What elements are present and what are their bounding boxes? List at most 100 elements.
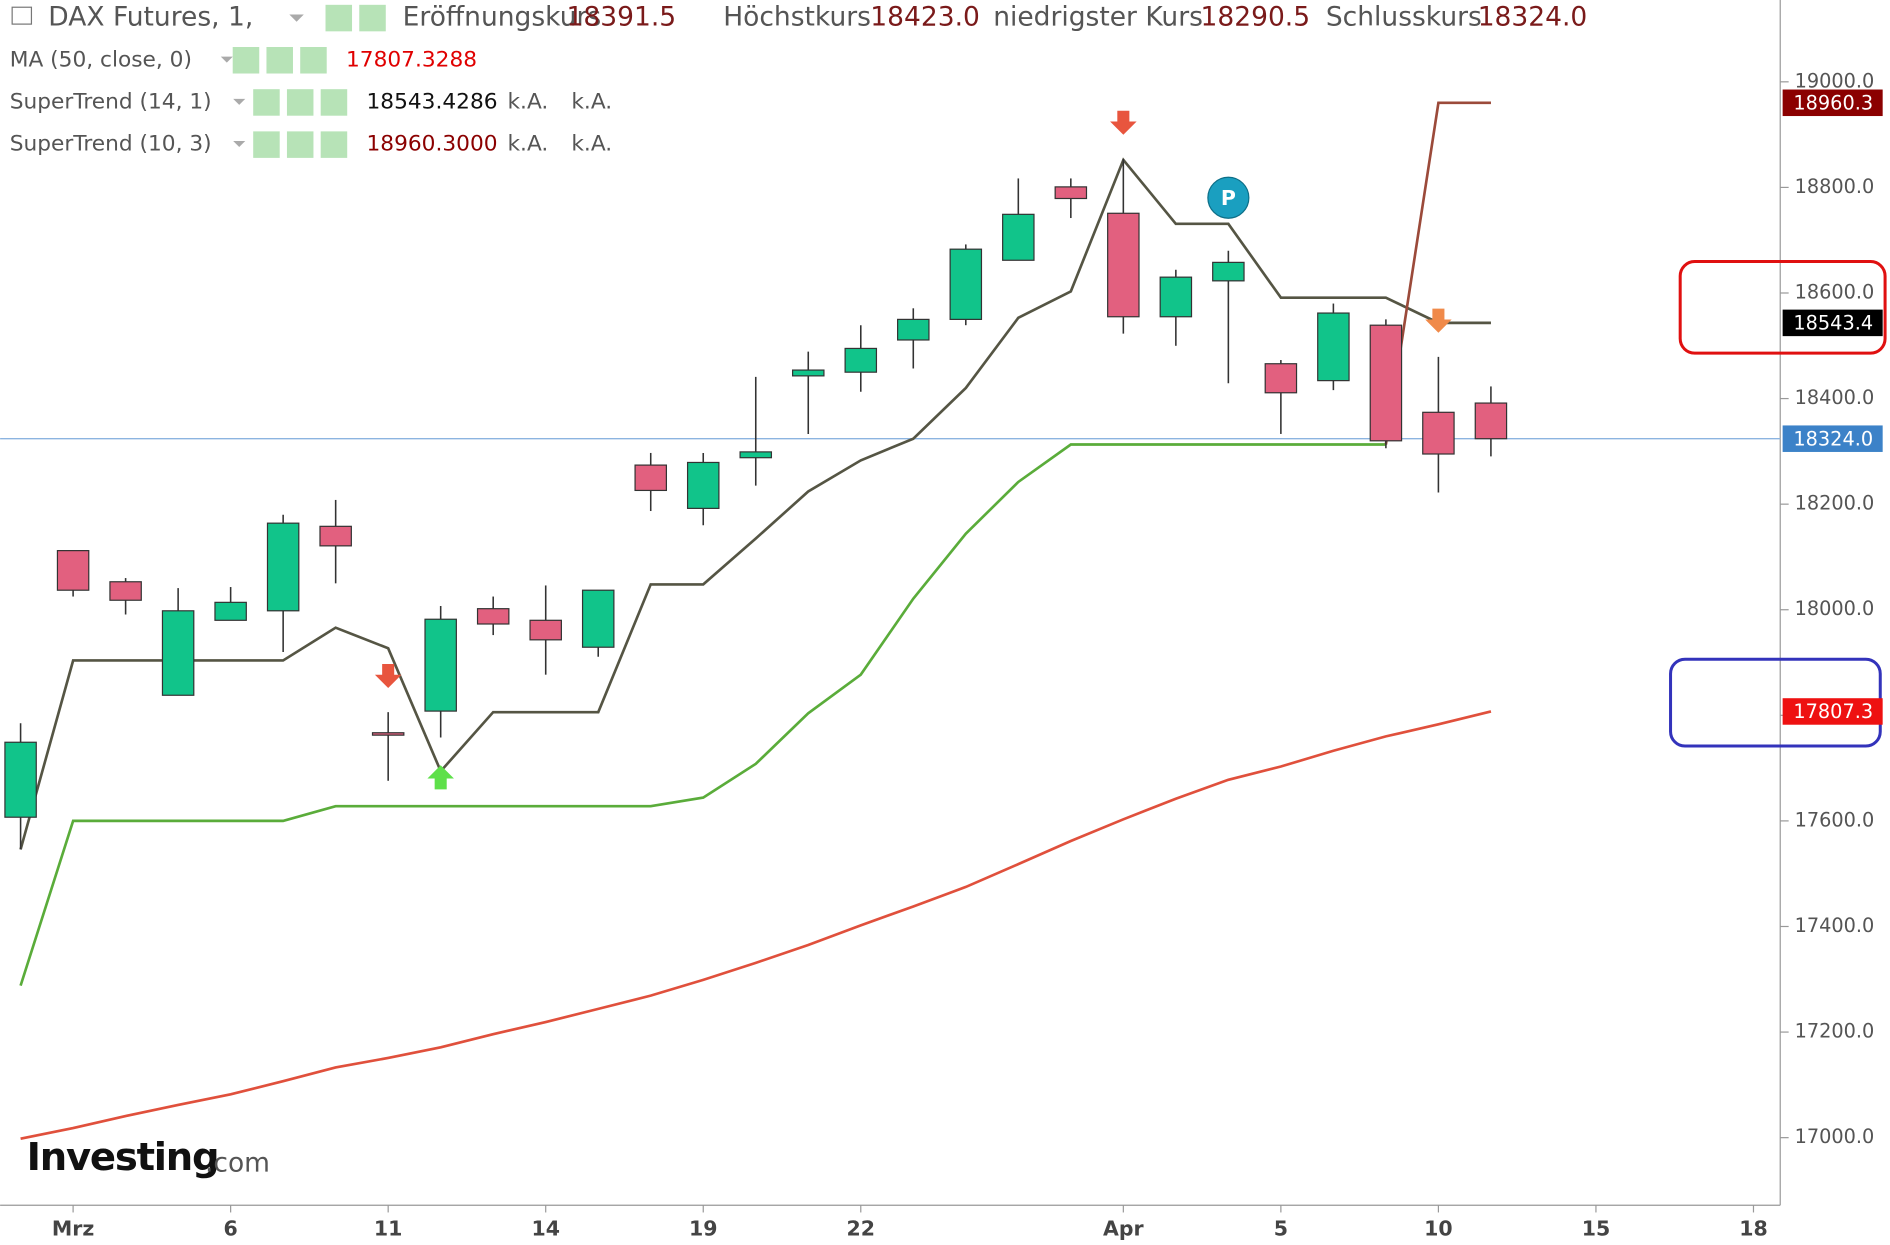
- candle-body: [1054, 186, 1088, 200]
- annotation-text: P: [1221, 186, 1236, 210]
- candle-body: [1317, 312, 1350, 382]
- signal-arrow: [1425, 308, 1452, 333]
- price-tag-label: 18543.4: [1793, 312, 1873, 335]
- header-value: 18423.0: [870, 2, 980, 33]
- icon[interactable]: [320, 89, 348, 116]
- header-label: Eröffnungskurs: [403, 2, 602, 33]
- legend-value: 18543.4286: [366, 89, 497, 114]
- x-tick-label: 19: [689, 1216, 717, 1240]
- candle-body: [1002, 213, 1035, 261]
- header-value: 18324.0: [1478, 2, 1588, 33]
- header-label: Höchstkurs: [723, 2, 871, 33]
- caret[interactable]: [233, 141, 246, 148]
- indicator-line: [19, 443, 1386, 987]
- candle-body: [844, 347, 878, 373]
- price-tag: [1782, 425, 1883, 452]
- candle-body: [791, 369, 825, 377]
- icon[interactable]: [266, 47, 293, 74]
- x-tick-label: Mrz: [52, 1216, 94, 1240]
- y-tick-label: 18000.0: [1795, 597, 1875, 620]
- candle-body: [476, 608, 510, 625]
- legend-name: SuperTrend (14, 1): [10, 89, 212, 114]
- candle-body: [897, 318, 930, 341]
- icon[interactable]: [300, 47, 327, 74]
- candle-body: [109, 581, 142, 601]
- x-tick-label: 10: [1424, 1216, 1452, 1240]
- icon[interactable]: [232, 47, 260, 74]
- header-value: 18290.5: [1201, 2, 1311, 33]
- price-tag-label: 18324.0: [1793, 427, 1873, 450]
- highlight-box: [1678, 260, 1887, 355]
- candle-body: [319, 525, 352, 547]
- header-label: niedrigster Kurs: [993, 2, 1203, 33]
- legend-extra: k.A.: [571, 132, 612, 157]
- candle-body: [1474, 402, 1508, 440]
- signal-arrow: [427, 765, 454, 790]
- icon[interactable]: [359, 4, 386, 32]
- legend-extra: k.A.: [571, 89, 612, 114]
- chart-title: DAX Futures, 1,: [48, 2, 253, 33]
- candle-body: [371, 732, 405, 736]
- icon[interactable]: [286, 89, 314, 116]
- x-tick-label: 18: [1739, 1216, 1767, 1240]
- y-tick-label: 19000.0: [1795, 69, 1875, 92]
- y-tick-label: 18200.0: [1795, 492, 1875, 515]
- candle-body: [1212, 261, 1245, 282]
- candle-body: [949, 248, 983, 320]
- candle-body: [686, 461, 720, 509]
- candle-body: [739, 451, 773, 459]
- y-tick-label: 18400.0: [1795, 386, 1875, 409]
- icon[interactable]: [325, 4, 353, 32]
- x-tick-label: 15: [1582, 1216, 1610, 1240]
- caret[interactable]: [289, 14, 304, 22]
- y-tick-label: 18600.0: [1795, 280, 1875, 303]
- price-tag-label: 18960.3: [1793, 91, 1873, 114]
- header-value: 18391.5: [567, 2, 677, 33]
- y-tick-label: 17400.0: [1795, 914, 1875, 937]
- legend-name: SuperTrend (10, 3): [10, 132, 212, 157]
- candle-body: [1422, 411, 1455, 455]
- candle-body: [266, 522, 300, 612]
- price-tag: [1782, 309, 1883, 337]
- indicator-line: [20, 710, 1492, 1140]
- y-tick-label: 18800.0: [1795, 175, 1875, 198]
- icon[interactable]: [286, 131, 314, 158]
- x-tick-label: 22: [847, 1216, 875, 1240]
- annotation-marker: [1207, 176, 1250, 219]
- y-tick-label: 17000.0: [1795, 1125, 1875, 1148]
- header-label: Schlusskurs: [1326, 2, 1482, 33]
- price-tag-label: 17807.3: [1793, 700, 1873, 723]
- x-tick-label: 5: [1274, 1216, 1288, 1240]
- candle-body: [161, 610, 195, 696]
- icon[interactable]: [253, 89, 280, 116]
- price-tag: [1782, 89, 1883, 117]
- legend-extra: k.A.: [508, 89, 549, 114]
- candle-body: [581, 589, 615, 648]
- legend-name: MA (50, close, 0): [10, 47, 192, 72]
- x-tick-label: 11: [374, 1216, 402, 1240]
- candle-body: [1264, 363, 1298, 394]
- candle-body: [1159, 276, 1193, 318]
- legend-extra: k.A.: [508, 132, 549, 157]
- candle-body: [634, 464, 668, 492]
- icon[interactable]: [253, 131, 280, 158]
- indicator-line: [1384, 101, 1491, 445]
- indicator-line: [19, 157, 1491, 850]
- candle-body: [4, 741, 37, 818]
- watermark-brand: Investing: [27, 1135, 219, 1180]
- legend-value: 17807.3288: [346, 47, 477, 72]
- caret[interactable]: [220, 56, 233, 63]
- legend-value: 18960.3000: [366, 132, 497, 157]
- collapse-icon[interactable]: [11, 6, 33, 25]
- candle-body: [424, 618, 457, 712]
- x-tick-label: 6: [224, 1216, 238, 1240]
- candle-body: [1369, 324, 1403, 442]
- caret[interactable]: [233, 98, 246, 105]
- x-tick-label: 14: [531, 1216, 559, 1240]
- candle-body: [214, 601, 247, 621]
- signal-arrow: [374, 663, 402, 689]
- y-tick-label: 17600.0: [1795, 808, 1875, 831]
- price-tag: [1782, 698, 1883, 725]
- icon[interactable]: [320, 131, 348, 158]
